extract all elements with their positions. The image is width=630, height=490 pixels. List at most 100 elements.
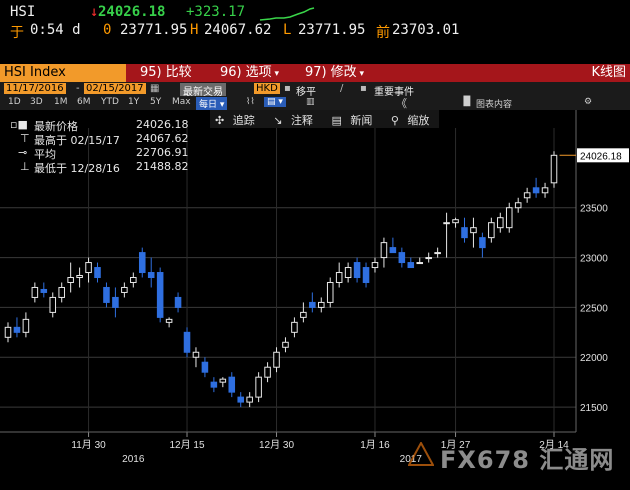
prev-value: 23703.01 <box>392 22 460 38</box>
period-ytd[interactable]: YTD <box>101 97 119 107</box>
down-arrow-icon: ↓ <box>90 4 99 20</box>
candle-up <box>318 301 325 308</box>
candle-down <box>94 267 101 279</box>
events-label[interactable]: 重要事件 <box>374 87 414 98</box>
candle-up <box>85 262 92 274</box>
year-label: 2016 <box>122 454 145 465</box>
candle-up <box>58 286 65 298</box>
compare-num: 95) <box>140 65 162 80</box>
period-max[interactable]: Max <box>172 97 191 107</box>
chart-content-label[interactable]: 图表内容 <box>476 100 513 110</box>
candle-up <box>523 192 531 199</box>
candlestick-chart[interactable]: 21500 22000 22500 23000 23500 11月 30 12月 15 12月… <box>0 110 630 466</box>
candle-up <box>76 275 83 279</box>
table-icon[interactable]: ▥ <box>306 97 315 107</box>
last-price-tag: 24026.18 <box>580 151 622 162</box>
candle-up <box>497 217 504 229</box>
last-price-tag-bg <box>577 148 629 163</box>
sparkline-icon <box>259 7 315 21</box>
annotate-button[interactable]: ↘ 注释 <box>273 114 313 127</box>
events-checkbox-icon[interactable]: ▪ <box>360 83 367 94</box>
candle-up <box>300 311 307 318</box>
chart-type-label[interactable]: K线图 <box>591 65 626 80</box>
options-num: 96) <box>220 65 242 80</box>
legend-high: ⊤ 最高于 02/15/17 24067.62 <box>20 132 189 147</box>
zoom-button[interactable]: ⚲ 缩放 <box>390 114 430 127</box>
checkbox-icon[interactable]: ▪ <box>284 83 291 94</box>
candle-down <box>103 286 110 303</box>
legend-low: ⊥ 最低于 12/28/16 21488.82 <box>20 160 189 175</box>
candle-down <box>461 227 468 239</box>
ticker-label[interactable]: HSI <box>10 4 36 20</box>
candle-up <box>246 396 253 403</box>
candle-up <box>434 252 441 255</box>
settings-icon[interactable]: ⚙ <box>584 97 593 107</box>
candle-down <box>353 262 361 279</box>
legend-last-icon: ▫■ <box>10 118 28 131</box>
candle-up <box>130 277 137 283</box>
security-field[interactable]: HSI Index <box>0 64 126 82</box>
collapse-button[interactable]: 《 <box>396 97 407 110</box>
period-1y[interactable]: 1Y <box>128 97 140 107</box>
x-tick-label: 11月 30 <box>71 439 106 451</box>
x-tick-label: 2月 14 <box>539 439 569 451</box>
bar-chart-icon[interactable]: ▐▌ <box>460 97 474 107</box>
candle-up <box>282 341 289 348</box>
candle-down <box>228 376 236 393</box>
candle-up <box>380 242 388 259</box>
candle-up <box>371 262 379 269</box>
x-tick-label: 1月 16 <box>360 439 390 451</box>
currency-dropdown[interactable]: HKD <box>254 83 280 94</box>
start-date-field[interactable]: 11/17/2016 <box>4 83 66 94</box>
period-5y[interactable]: 5Y <box>150 97 162 107</box>
open-value: 23771.95 <box>120 22 188 38</box>
chart-toolbar: ✣ 追踪 ↘ 注释 ▤ 新闻 ⚲ 缩放 <box>210 110 440 128</box>
candle-down <box>210 381 218 388</box>
candle-down <box>40 288 48 293</box>
y-tick-label: 22000 <box>580 353 608 364</box>
x-tick-label: 12月 15 <box>170 439 205 451</box>
candle-up <box>505 207 513 229</box>
shift-label[interactable]: 移平 <box>296 87 316 98</box>
x-tick-label: 1月 27 <box>441 439 471 451</box>
candle-up <box>443 222 450 225</box>
y-tick-label: 23000 <box>580 254 608 265</box>
news-button[interactable]: ▤ 新闻 <box>331 114 373 127</box>
candle-down <box>147 272 155 279</box>
period-6m[interactable]: 6M <box>77 97 91 107</box>
open-label: 0 <box>103 22 112 38</box>
price-change: +323.17 <box>186 4 246 20</box>
period-1m[interactable]: 1M <box>54 97 68 107</box>
period-1d[interactable]: 1D <box>8 97 21 107</box>
y-tick-label: 22500 <box>580 303 608 314</box>
ohlc-line: 于 0:54 d 0 23771.95 H 24067.62 L 23771.9… <box>0 22 630 41</box>
x-tick-label: 12月 30 <box>259 439 294 451</box>
candle-up <box>550 154 558 184</box>
candle-down <box>174 296 182 308</box>
period-3d[interactable]: 3D <box>30 97 43 107</box>
options-button[interactable]: 96) 选项 ▾ <box>220 65 280 80</box>
candle-up <box>121 286 128 293</box>
period-bar: 1D 3D 1M 6M YTD 1Y 5Y Max 每日 ▾ ⌇⌇ ▤ ▾ ▥ … <box>0 96 630 110</box>
candle-down <box>112 296 119 308</box>
high-value: 24067.62 <box>204 22 272 38</box>
legend-high-icon: ⊤ <box>20 132 30 145</box>
pencil-icon[interactable]: / <box>340 83 344 94</box>
track-button[interactable]: ✣ 追踪 <box>215 114 255 127</box>
candle-up <box>273 351 280 368</box>
frequency-dropdown[interactable]: 每日 ▾ <box>196 97 228 110</box>
edit-num: 97) <box>305 65 327 80</box>
edit-button[interactable]: 97) 修改 ▾ <box>305 65 365 80</box>
compare-button[interactable]: 95) 比较 <box>140 65 192 80</box>
candle-up <box>470 227 477 234</box>
line-chart-icon[interactable]: ⌇⌇ <box>246 97 255 107</box>
function-bar: HSI Index 95) 比较 96) 选项 ▾ 97) 修改 ▾ K线图 <box>0 64 630 82</box>
candle-down <box>201 361 209 373</box>
candle-down <box>13 326 21 333</box>
quote-time: 0:54 d <box>30 22 81 38</box>
calendar-icon[interactable]: ▦ <box>150 83 160 94</box>
chart-style-dropdown[interactable]: ▤ ▾ <box>264 97 286 107</box>
end-date-field[interactable]: 02/15/2017 <box>84 83 146 94</box>
low-label: L <box>283 22 292 38</box>
last-trade-dropdown[interactable]: 最新交易 <box>180 83 226 98</box>
